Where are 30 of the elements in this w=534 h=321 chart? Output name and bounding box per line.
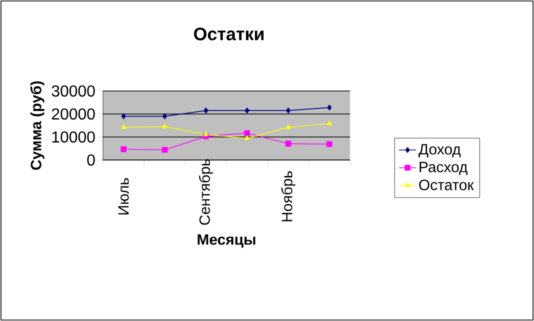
point [204, 108, 208, 114]
point [244, 108, 250, 114]
point [244, 135, 250, 140]
x-tick-label: Ноябрь [281, 171, 296, 222]
point [203, 132, 208, 136]
point [326, 141, 332, 148]
legend-label: Доход [418, 144, 461, 158]
point [121, 124, 126, 129]
y-tick-label: 20000 [52, 108, 95, 120]
legend-label: Расход [420, 162, 468, 176]
point [121, 113, 126, 120]
chart-title: Остатки [194, 28, 264, 40]
point [162, 124, 168, 128]
point [285, 140, 292, 147]
point [286, 108, 291, 114]
x-tick-label: Сентябрь [198, 159, 213, 225]
y-axis-title: Сумма (руб) [30, 81, 44, 170]
x-tick-label: Июль [118, 178, 129, 214]
point [286, 124, 291, 129]
point [244, 130, 250, 136]
x-axis-title: Месяцы [198, 234, 256, 248]
point [327, 104, 332, 110]
y-tick-label: 30000 [52, 85, 95, 97]
point [326, 120, 332, 126]
y-tick-label: 0 [87, 154, 95, 166]
point [120, 146, 126, 152]
point [162, 146, 168, 153]
y-tick-label: 10000 [52, 131, 95, 143]
point [162, 113, 168, 120]
legend-label: Остаток [419, 180, 474, 190]
